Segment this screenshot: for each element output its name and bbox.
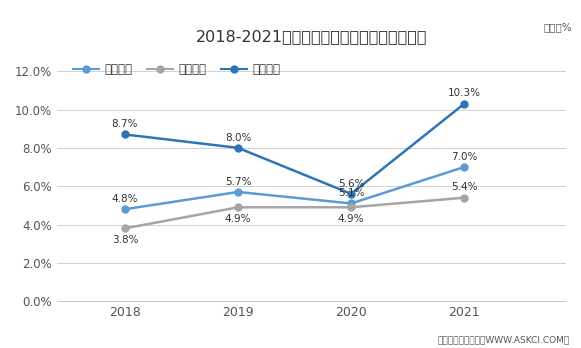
- Title: 2018-2021年天水市三次产业增速变化趋势图: 2018-2021年天水市三次产业增速变化趋势图: [196, 29, 427, 44]
- Text: 7.0%: 7.0%: [451, 152, 478, 162]
- Text: 单位：%: 单位：%: [544, 23, 572, 33]
- Text: 5.4%: 5.4%: [451, 182, 478, 192]
- 第三产业: [461, 102, 468, 106]
- 第一产业: [461, 165, 468, 169]
- Text: 3.8%: 3.8%: [112, 235, 138, 245]
- 第二产业: [121, 226, 128, 230]
- 第二产业: [235, 205, 242, 209]
- Text: 10.3%: 10.3%: [448, 88, 480, 98]
- Text: 4.9%: 4.9%: [338, 214, 364, 224]
- 第二产业: [461, 196, 468, 200]
- 第三产业: [235, 146, 242, 150]
- Text: 8.7%: 8.7%: [112, 119, 138, 129]
- Text: 5.6%: 5.6%: [338, 179, 364, 189]
- Line: 第一产业: 第一产业: [121, 164, 468, 213]
- 第三产业: [347, 192, 354, 196]
- Text: 5.1%: 5.1%: [338, 188, 364, 198]
- Text: 5.7%: 5.7%: [225, 176, 252, 187]
- 第三产业: [121, 132, 128, 136]
- 第一产业: [121, 207, 128, 211]
- Text: 8.0%: 8.0%: [225, 133, 251, 142]
- Text: 4.9%: 4.9%: [225, 214, 252, 224]
- Legend: 第一产业, 第二产业, 第三产业: 第一产业, 第二产业, 第三产业: [68, 58, 285, 80]
- 第一产业: [235, 190, 242, 194]
- 第二产业: [347, 205, 354, 209]
- Line: 第三产业: 第三产业: [121, 100, 468, 197]
- Line: 第二产业: 第二产业: [121, 194, 468, 232]
- 第一产业: [347, 201, 354, 206]
- Text: 4.8%: 4.8%: [112, 194, 138, 204]
- Text: 制图：中商情报网（WWW.ASKCI.COM）: 制图：中商情报网（WWW.ASKCI.COM）: [437, 335, 569, 345]
